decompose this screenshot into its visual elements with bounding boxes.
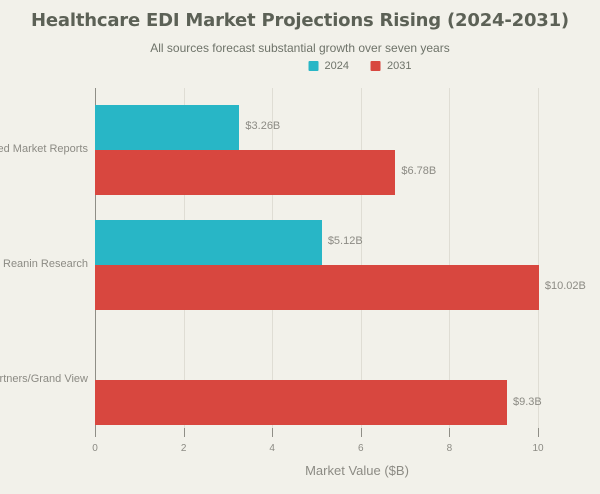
- bar-value-label: $3.26B: [245, 120, 281, 132]
- x-axis-tick: [95, 428, 96, 437]
- x-axis-tick: [183, 428, 185, 437]
- x-tick-label: 10: [532, 443, 544, 454]
- legend-swatch-icon: [371, 61, 381, 71]
- bar-value-label: $9.3B: [512, 395, 542, 408]
- x-tick-label: 0: [92, 443, 98, 454]
- legend-label: 2024: [324, 60, 349, 72]
- x-axis-title: Market Value ($B): [305, 463, 409, 478]
- x-axis-tick: [360, 428, 362, 437]
- legend: 2024 2031: [308, 60, 411, 72]
- bar-2031: [95, 264, 539, 310]
- legend-swatch-icon: [308, 61, 319, 71]
- x-axis-tick: [449, 428, 451, 437]
- x-tick-label: 2: [180, 443, 187, 454]
- chart-title: Healthcare EDI Market Projections Rising…: [31, 10, 569, 31]
- gridline: [360, 88, 362, 428]
- bar-2031: [95, 380, 507, 425]
- legend-label: 2031: [387, 60, 412, 72]
- legend-item-2024: 2024: [308, 60, 349, 72]
- x-tick-label: 4: [269, 443, 275, 454]
- x-tick-label: 8: [446, 443, 453, 454]
- x-axis-tick: [538, 428, 539, 437]
- x-tick-label: 6: [358, 443, 364, 454]
- y-axis-category-label: Reanin Research: [3, 257, 88, 270]
- bar-value-label: $5.12B: [327, 235, 363, 247]
- chart-subtitle: All sources forecast substantial growth …: [150, 41, 450, 55]
- y-axis-category-label: ied Market Reports: [0, 142, 88, 155]
- y-axis-category-label: artners/Grand View: [0, 373, 88, 385]
- x-axis-tick: [272, 428, 274, 437]
- gridline: [449, 88, 451, 428]
- bar-value-label: $10.02B: [544, 280, 586, 292]
- gridline: [538, 88, 539, 428]
- bar-value-label: $6.78B: [401, 165, 437, 177]
- bar-2024: [95, 104, 240, 150]
- legend-item-2031: 2031: [371, 60, 411, 72]
- bar-2024: [95, 219, 322, 265]
- bar-2031: [95, 149, 396, 195]
